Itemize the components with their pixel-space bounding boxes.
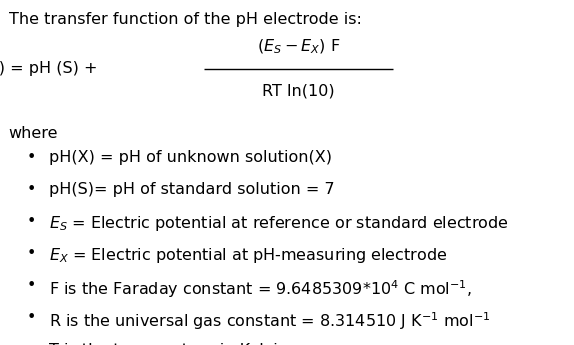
Text: •: •	[27, 278, 36, 293]
Text: $E_S$ = Electric potential at reference or standard electrode: $E_S$ = Electric potential at reference …	[49, 214, 509, 233]
Text: R is the universal gas constant = 8.314510 J K$^{-1}$ mol$^{-1}$: R is the universal gas constant = 8.3145…	[49, 310, 490, 332]
Text: •: •	[27, 310, 36, 325]
Text: The transfer function of the pH electrode is:: The transfer function of the pH electrod…	[9, 12, 362, 27]
Text: •: •	[27, 214, 36, 229]
Text: F is the Faraday constant = 9.6485309*10$^4$ C mol$^{-1}$,: F is the Faraday constant = 9.6485309*10…	[49, 278, 472, 300]
Text: RT ln(10): RT ln(10)	[262, 84, 335, 99]
Text: pH(X) = pH of unknown solution(X): pH(X) = pH of unknown solution(X)	[49, 150, 332, 165]
Text: •: •	[27, 343, 36, 345]
Text: pH (X) = pH (S) +: pH (X) = pH (S) +	[0, 61, 98, 77]
Text: •: •	[27, 182, 36, 197]
Text: T is the temperature in Kelvin: T is the temperature in Kelvin	[49, 343, 288, 345]
Text: •: •	[27, 150, 36, 165]
Text: •: •	[27, 246, 36, 261]
Text: where: where	[9, 126, 58, 141]
Text: pH(S)= pH of standard solution = 7: pH(S)= pH of standard solution = 7	[49, 182, 335, 197]
Text: $(E_S - E_X)$ F: $(E_S - E_X)$ F	[257, 37, 340, 56]
Text: $E_X$ = Electric potential at pH-measuring electrode: $E_X$ = Electric potential at pH-measuri…	[49, 246, 447, 265]
